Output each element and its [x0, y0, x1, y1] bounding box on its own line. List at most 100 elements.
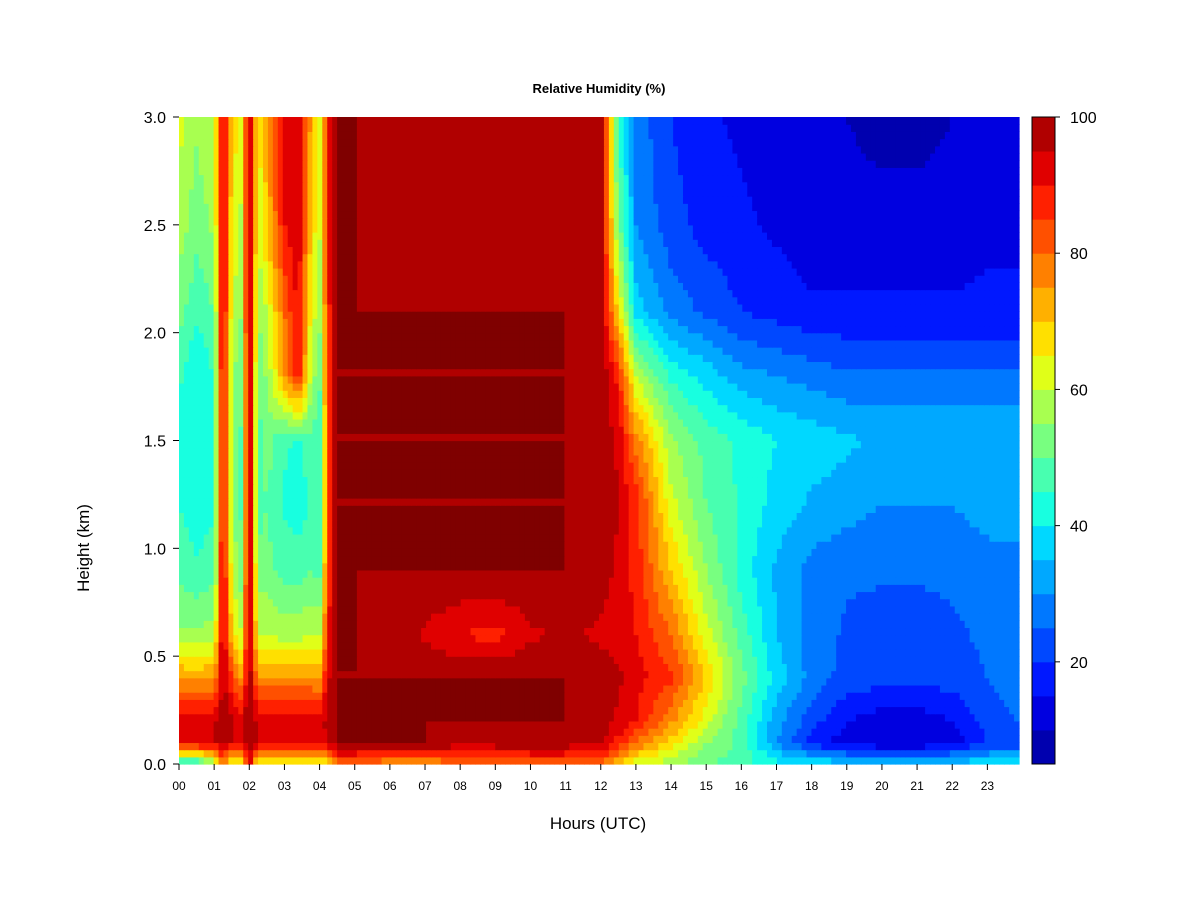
heatmap-cell [638, 584, 645, 593]
heatmap-cell [663, 584, 669, 593]
heatmap-cell [401, 756, 407, 765]
heatmap-cell [371, 699, 378, 708]
heatmap-cell [302, 577, 309, 585]
heatmap-cell [727, 742, 734, 751]
heatmap-cell [223, 749, 230, 758]
heatmap-cell [757, 562, 763, 571]
heatmap-cell [371, 627, 378, 636]
heatmap-cell [188, 555, 195, 564]
heatmap-cell [589, 584, 595, 593]
heatmap-cell [371, 569, 378, 578]
heatmap-cell [554, 677, 561, 686]
heatmap-cell [267, 720, 274, 729]
heatmap-cell [431, 548, 437, 557]
heatmap-cell [915, 555, 921, 564]
heatmap-cell [327, 684, 333, 693]
heatmap-cell [302, 584, 309, 593]
heatmap-cell [935, 706, 941, 715]
heatmap-cell [198, 620, 205, 629]
heatmap-cell [435, 684, 442, 693]
heatmap-cell [870, 706, 877, 715]
heatmap-cell [371, 677, 378, 686]
heatmap-cell [594, 613, 600, 621]
heatmap-cell [836, 584, 842, 593]
heatmap-cell [500, 663, 506, 672]
heatmap-cell [445, 656, 452, 664]
heatmap-cell [663, 656, 669, 664]
heatmap-cell [905, 605, 911, 614]
heatmap-cell [327, 634, 333, 643]
heatmap-cell [608, 591, 615, 600]
heatmap-cell [796, 699, 803, 708]
heatmap-cell [203, 706, 210, 715]
heatmap-cell [727, 605, 734, 614]
heatmap-cell [860, 699, 867, 708]
heatmap-cell [687, 713, 694, 722]
heatmap-cell [732, 620, 738, 629]
heatmap-cell [831, 684, 837, 693]
heatmap-cell [959, 720, 966, 729]
heatmap-cell [826, 634, 832, 643]
heatmap-cell [366, 728, 373, 736]
heatmap-cell [668, 627, 674, 636]
heatmap-cell [757, 584, 763, 593]
heatmap-cell [915, 692, 921, 700]
heatmap-cell [589, 684, 595, 693]
heatmap-cell [870, 627, 877, 636]
heatmap-cell [999, 627, 1005, 636]
heatmap-cell [1014, 555, 1020, 564]
heatmap-cell [406, 656, 412, 664]
heatmap-cell [1004, 577, 1010, 585]
heatmap-cell [860, 713, 867, 722]
heatmap-cell [594, 692, 600, 700]
heatmap-cell [954, 706, 961, 715]
heatmap-cell [653, 720, 659, 729]
heatmap-cell [421, 670, 427, 679]
heatmap-cell [470, 577, 477, 585]
heatmap-cell [623, 555, 630, 564]
heatmap-cell [692, 713, 699, 722]
heatmap-cell [1009, 699, 1015, 708]
heatmap-cell [875, 735, 882, 744]
heatmap-cell [465, 684, 472, 693]
heatmap-cell [653, 656, 659, 664]
heatmap-cell [826, 670, 832, 679]
heatmap-cell [821, 692, 827, 700]
heatmap-cell [648, 620, 654, 629]
heatmap-cell [668, 677, 674, 686]
heatmap-cell [811, 620, 818, 629]
heatmap-cell [569, 555, 575, 564]
heatmap-cell [248, 720, 254, 729]
heatmap-cell [371, 692, 378, 700]
heatmap-cell [925, 720, 931, 729]
heatmap-cell [925, 562, 931, 571]
heatmap-cell [727, 749, 734, 758]
heatmap-cell [312, 663, 318, 672]
heatmap-cell [801, 613, 808, 621]
heatmap-cell [628, 577, 635, 585]
heatmap-cell [302, 728, 309, 736]
heatmap-cell [895, 584, 902, 593]
heatmap-cell [930, 562, 936, 571]
heatmap-cell [959, 713, 966, 722]
heatmap-cell [589, 613, 595, 621]
heatmap-cell [411, 720, 417, 729]
heatmap-cell [796, 613, 803, 621]
heatmap-cell [989, 584, 995, 593]
heatmap-cell [757, 756, 763, 765]
heatmap-cell [673, 699, 679, 708]
heatmap-cell [979, 634, 986, 643]
heatmap-cell [347, 577, 353, 585]
heatmap-cell [935, 569, 941, 578]
heatmap-cell [930, 613, 936, 621]
heatmap-cell [193, 706, 200, 715]
heatmap-cell [312, 735, 318, 744]
heatmap-cell [534, 699, 541, 708]
heatmap-cell [697, 620, 704, 629]
heatmap-cell [406, 720, 412, 729]
heatmap-cell [697, 692, 704, 700]
heatmap-cell [460, 699, 467, 708]
heatmap-cell [302, 605, 309, 614]
heatmap-cell [213, 648, 220, 657]
heatmap-cell [460, 569, 467, 578]
